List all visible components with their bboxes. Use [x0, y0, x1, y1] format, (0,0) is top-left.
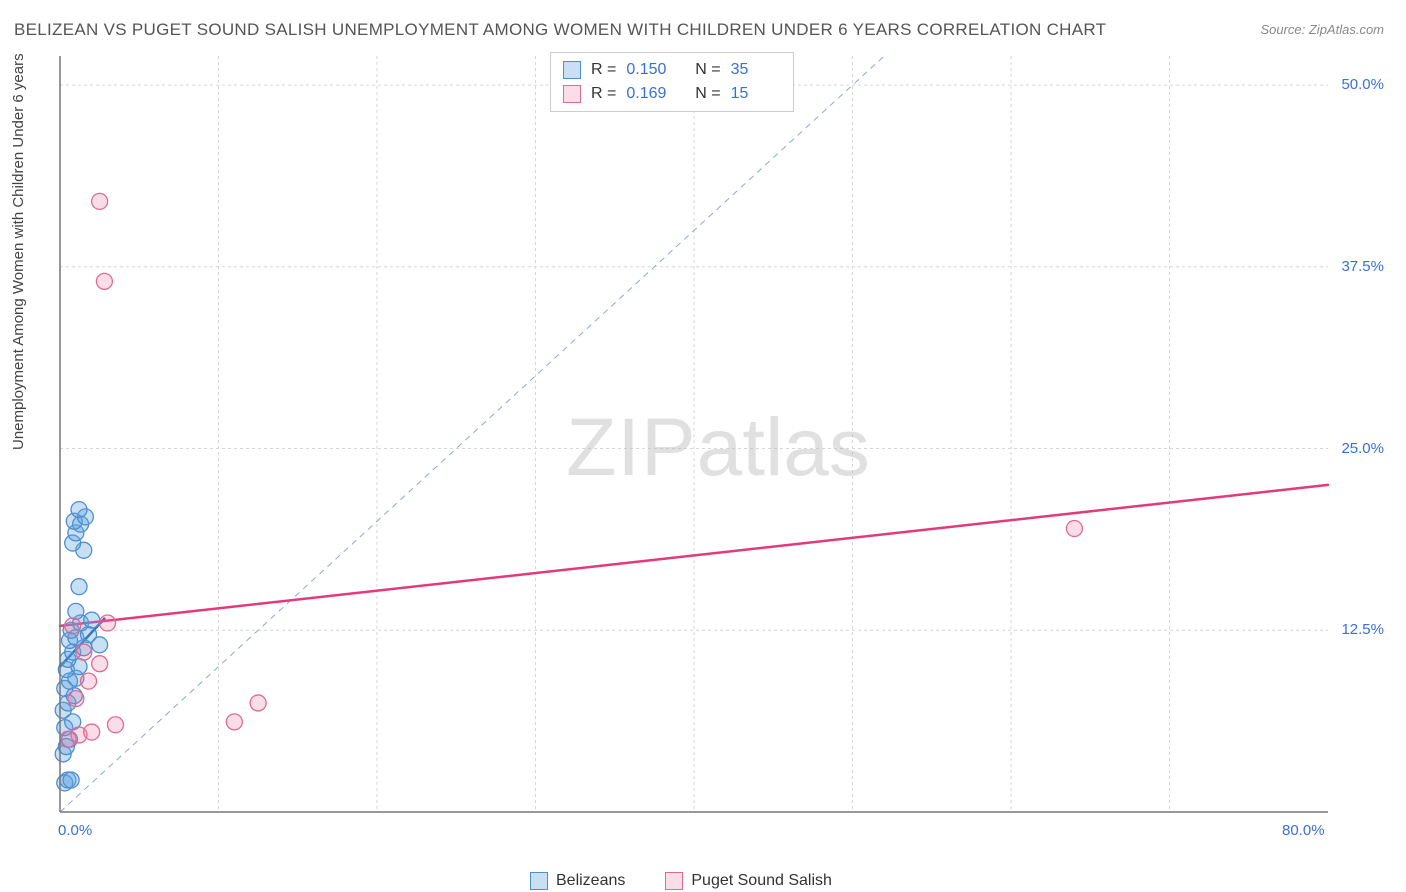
source-credit: Source: ZipAtlas.com	[1260, 22, 1384, 37]
legend-item: Puget Sound Salish	[665, 872, 832, 890]
legend-stats-box: R = 0.150 N = 35R = 0.169 N = 15	[550, 52, 794, 112]
legend-stats-row: R = 0.169 N = 15	[563, 82, 781, 106]
r-label: R =	[591, 82, 616, 106]
y-tick-label: 50.0%	[1341, 76, 1384, 93]
x-tick-label: 80.0%	[1282, 822, 1325, 839]
n-label: N =	[686, 82, 720, 106]
y-axis-label: Unemployment Among Women with Children U…	[10, 53, 27, 450]
n-value: 15	[731, 82, 781, 106]
y-tick-label: 12.5%	[1341, 621, 1384, 638]
chart-title: BELIZEAN VS PUGET SOUND SALISH UNEMPLOYM…	[14, 20, 1106, 40]
legend-item: Belizeans	[530, 872, 625, 890]
y-tick-label: 25.0%	[1341, 440, 1384, 457]
r-value: 0.169	[626, 82, 676, 106]
legend-swatch	[530, 872, 548, 890]
legend-label: Puget Sound Salish	[691, 872, 832, 890]
y-tick-label: 37.5%	[1341, 258, 1384, 275]
x-tick-label: 0.0%	[58, 822, 92, 839]
legend-stats-row: R = 0.150 N = 35	[563, 58, 781, 82]
r-label: R =	[591, 58, 616, 82]
n-value: 35	[731, 58, 781, 82]
legend-swatch	[563, 85, 581, 103]
chart-area: ZIPatlas 12.5%25.0%37.5%50.0%0.0%80.0%	[48, 48, 1388, 848]
legend-swatch	[563, 61, 581, 79]
legend-swatch	[665, 872, 683, 890]
legend-label: Belizeans	[556, 872, 625, 890]
scatter-plot	[48, 48, 1388, 848]
r-value: 0.150	[626, 58, 676, 82]
n-label: N =	[686, 58, 720, 82]
bottom-legend: Belizeans Puget Sound Salish	[530, 872, 832, 890]
